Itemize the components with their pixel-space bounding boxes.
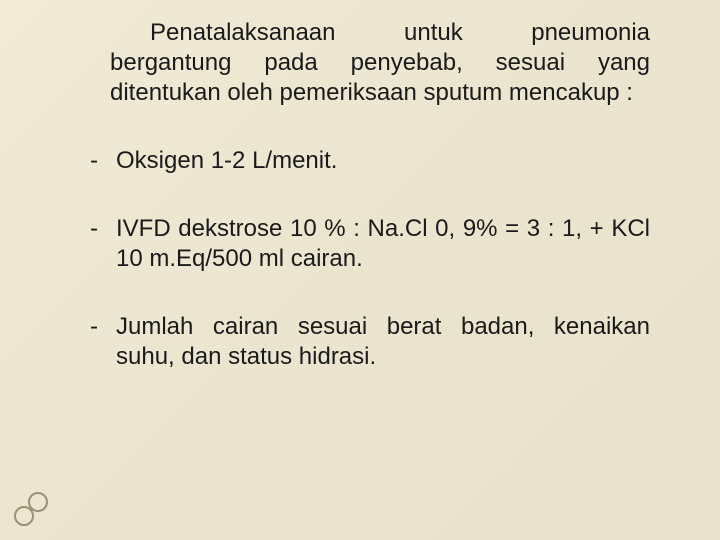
bullet-marker: - (90, 146, 98, 176)
list-item: - IVFD dekstrose 10 % : Na.Cl 0, 9% = 3 … (90, 214, 650, 274)
bullet-text: Oksigen 1-2 L/menit. (116, 146, 650, 176)
list-item: - Jumlah cairan sesuai berat badan, kena… (90, 312, 650, 372)
intro-paragraph: Penatalaksanaan untuk pneumonia bergantu… (110, 18, 650, 108)
slide-container: Penatalaksanaan untuk pneumonia bergantu… (0, 0, 720, 540)
list-item: - Oksigen 1-2 L/menit. (90, 146, 650, 176)
bullet-text: IVFD dekstrose 10 % : Na.Cl 0, 9% = 3 : … (116, 214, 650, 274)
corner-decoration-icon (12, 484, 56, 528)
bullet-marker: - (90, 214, 98, 244)
bullet-text: Jumlah cairan sesuai berat badan, kenaik… (116, 312, 650, 372)
bullet-marker: - (90, 312, 98, 342)
